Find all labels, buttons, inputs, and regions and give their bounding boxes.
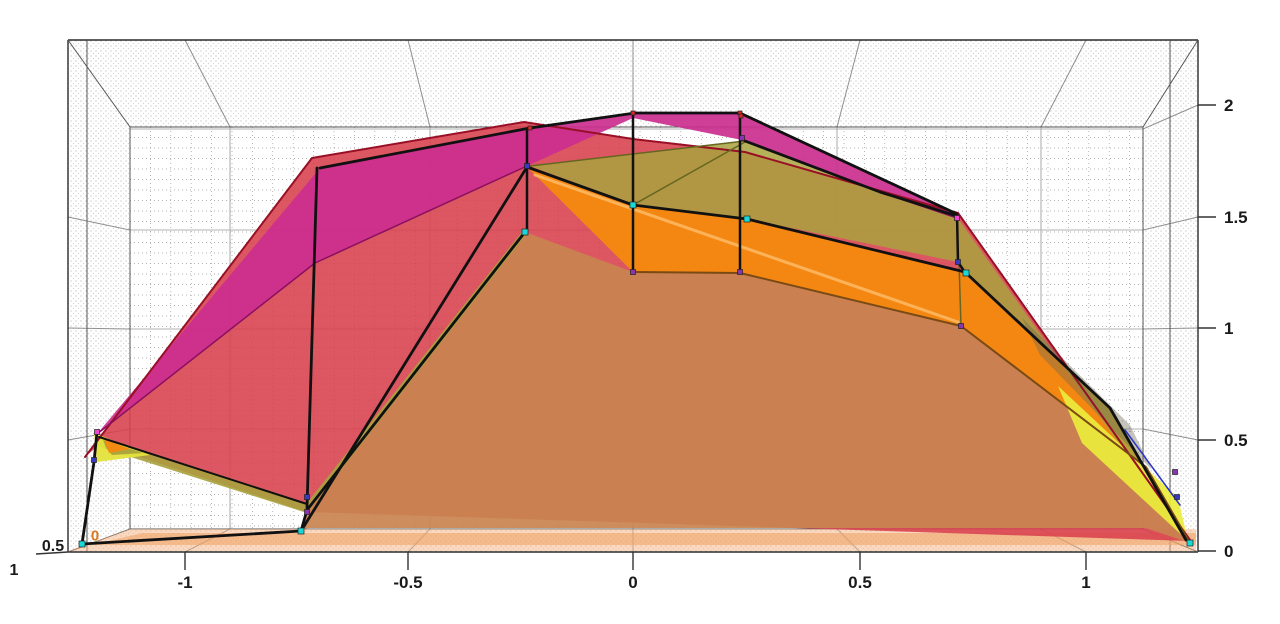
tick-connector [836,39,861,128]
surface-brown [301,232,1190,543]
vertex-marker [630,110,636,116]
mesh-bottom-left [80,230,527,546]
vertex-marker [1174,494,1180,500]
x-tick-label: 0 [628,573,637,592]
vertex-marker [94,429,100,435]
x-tick-label: -1 [177,573,192,592]
tick-connector [407,39,431,128]
vertex-marker [524,163,530,169]
vertex-marker [527,125,533,131]
floor-peach-dark [92,533,1196,545]
olive-inner-edge-2 [958,261,962,327]
blue-mesh-edge [1124,429,1181,506]
vertex-marker [737,269,743,275]
vertex-marker [962,269,970,277]
surface-magenta [97,113,957,434]
vertex-marker [78,540,86,548]
tick-connector [67,216,131,231]
vertex-markers [78,110,1194,548]
y-axis-line [35,551,69,555]
surface-orange [527,167,1186,540]
vertex-marker [1172,469,1178,475]
z-tick-label: 1 [1224,319,1233,338]
y-tick-label: 0.5 [42,538,64,555]
x-tick-label: 1 [1081,573,1090,592]
vertex-marker [629,201,637,209]
vertex-marker [954,215,960,221]
vertex-marker [743,215,751,223]
mesh-olive-top-right [743,139,959,218]
left-wall-strip [68,127,130,552]
z-tick-label: 1.5 [1224,208,1248,227]
mesh-olive-orange-boundary [525,165,1188,542]
vertex-marker [304,494,310,500]
z-tick-label: 0.5 [1224,431,1248,450]
surface-orange-mini-left [104,439,130,453]
box-edge [67,39,131,128]
surface-olive-main [530,141,1188,541]
vertex-marker [304,509,310,515]
mesh-vertical-m075 [305,166,319,510]
vertex-marker [955,259,961,265]
mesh-left-band-edge [98,436,308,505]
olive-inner-edge [632,141,746,206]
vertex-marker [1186,539,1194,547]
z-tick-label: 0 [1224,542,1233,561]
x-tick-label: 0.5 [848,573,872,592]
tick-connector [67,327,131,330]
z-tick-label: 2 [1224,96,1233,115]
vertex-marker [91,457,97,463]
x-tick-label: -0.5 [393,573,422,592]
vertex-marker [297,527,305,535]
vertex-marker [521,228,529,236]
y-tick-label: 1 [10,562,19,579]
data-label-zero: 0 [90,527,100,545]
orange-highlight-streak [533,173,960,324]
olive-top-thin-edge [529,140,746,167]
tick-connector [184,39,231,128]
tick-connector [1040,39,1087,128]
vertex-marker [739,135,745,141]
axis-ticks-and-labels: -1 -0.5 0 0.5 1 2 1.5 1 0.5 0 0.5 1 [10,96,1248,592]
vertex-marker [958,323,964,329]
mesh-diagonal-b [299,165,529,533]
vertex-marker [738,113,744,119]
vertex-marker [630,269,636,275]
surfaces [68,113,1196,551]
